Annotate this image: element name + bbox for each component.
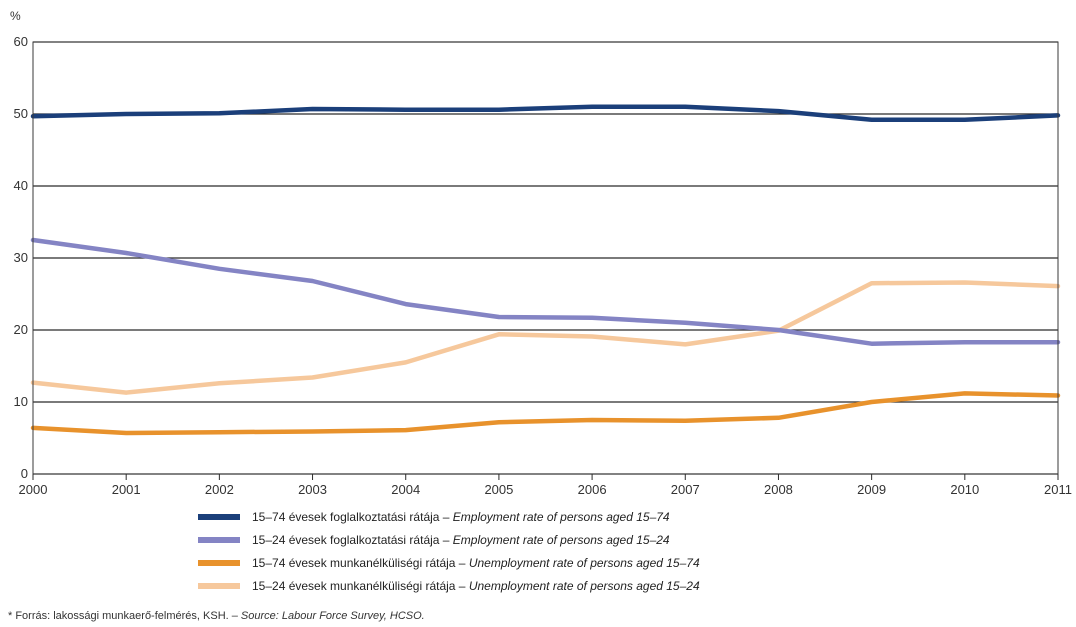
y-tick-label: 30 bbox=[14, 250, 28, 265]
series-line bbox=[30, 391, 1061, 436]
x-tick-label: 2005 bbox=[484, 482, 513, 497]
y-tick-label: 0 bbox=[21, 466, 28, 481]
x-tick-label: 2009 bbox=[857, 482, 886, 497]
x-tick-label: 2006 bbox=[578, 482, 607, 497]
legend-label: 15–24 évesek munkanélküliségi rátája – U… bbox=[252, 579, 700, 593]
y-axis-unit-label: % bbox=[10, 9, 21, 23]
y-tick-label: 50 bbox=[14, 106, 28, 121]
legend-item: 15–74 évesek munkanélküliségi rátája – U… bbox=[198, 552, 700, 574]
series-line bbox=[30, 104, 1061, 123]
x-tick-label: 2002 bbox=[205, 482, 234, 497]
legend-item: 15–24 évesek foglalkoztatási rátája – Em… bbox=[198, 529, 700, 551]
x-tick-label: 2011 bbox=[1044, 482, 1072, 497]
x-tick-label: 2004 bbox=[391, 482, 420, 497]
x-axis-ticks: 2000 2001 2002 2003 2004 2005 2006 2007 2008 2009… bbox=[19, 474, 1072, 497]
legend-swatch bbox=[198, 514, 240, 520]
legend-swatch bbox=[198, 583, 240, 589]
plot-frame bbox=[32, 41, 1059, 475]
x-tick-label: 2008 bbox=[764, 482, 793, 497]
x-tick-label: 2001 bbox=[112, 482, 141, 497]
legend-item: 15–74 évesek foglalkoztatási rátája – Em… bbox=[198, 506, 700, 528]
legend: 15–74 évesek foglalkoztatási rátája – Em… bbox=[198, 506, 700, 598]
y-tick-label: 20 bbox=[14, 322, 28, 337]
x-tick-label: 2007 bbox=[671, 482, 700, 497]
series-line bbox=[30, 237, 1061, 346]
x-tick-label: 2003 bbox=[298, 482, 327, 497]
legend-swatch bbox=[198, 560, 240, 566]
series-line bbox=[30, 280, 1061, 395]
legend-swatch bbox=[198, 537, 240, 543]
legend-item: 15–24 évesek munkanélküliségi rátája – U… bbox=[198, 575, 700, 597]
legend-label: 15–74 évesek munkanélküliségi rátája – U… bbox=[252, 556, 700, 570]
source-note: * Forrás: lakossági munkaerő-felmérés, K… bbox=[8, 610, 425, 622]
x-tick-label: 2010 bbox=[950, 482, 979, 497]
y-axis-ticks: 0 10 20 30 40 50 60 bbox=[14, 34, 28, 481]
y-tick-label: 60 bbox=[14, 34, 28, 49]
y-tick-label: 40 bbox=[14, 178, 28, 193]
x-tick-label: 2000 bbox=[19, 482, 48, 497]
y-tick-label: 10 bbox=[14, 394, 28, 409]
legend-label: 15–74 évesek foglalkoztatási rátája – Em… bbox=[252, 510, 670, 524]
legend-label: 15–24 évesek foglalkoztatási rátája – Em… bbox=[252, 533, 670, 547]
series-lines bbox=[30, 104, 1061, 436]
